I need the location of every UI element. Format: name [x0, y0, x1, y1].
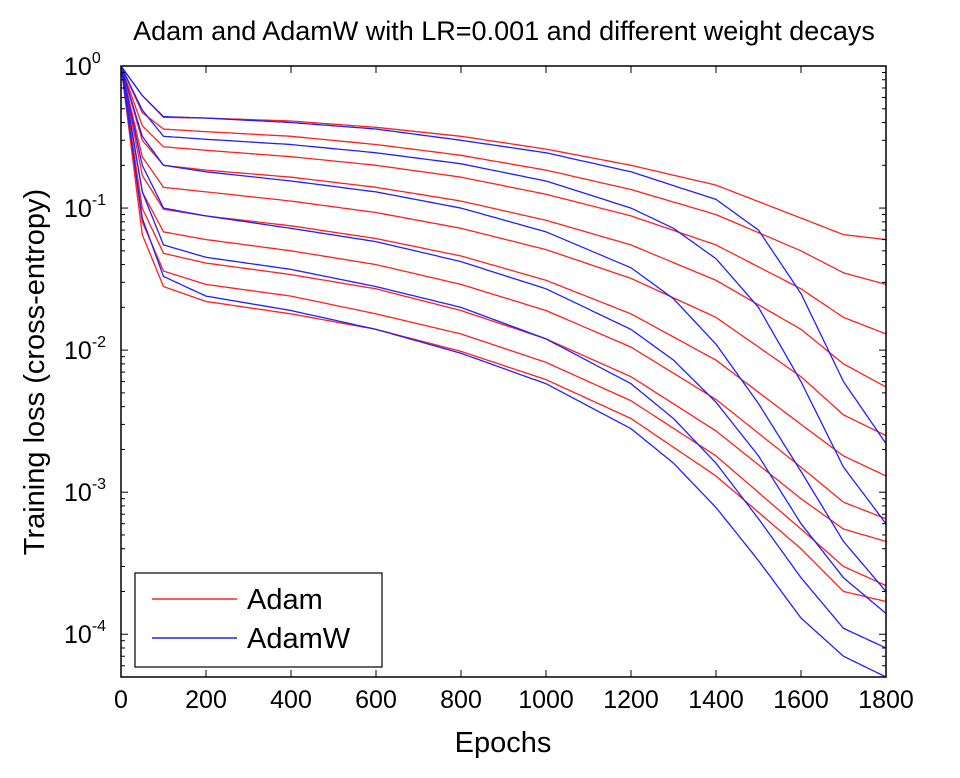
y-axis-title: Training loss (cross-entropy) [19, 189, 51, 555]
chart-title: Adam and AdamW with LR=0.001 and differe… [133, 16, 875, 46]
series-line-adam-1 [120, 65, 887, 286]
x-tick-label: 1200 [603, 686, 659, 714]
y-tick-label: 100 [64, 50, 101, 81]
x-axis-title: Epochs [455, 727, 552, 759]
series-line-adamw-10 [120, 65, 887, 444]
y-tick-label: 10-1 [64, 192, 106, 223]
x-tick-label: 1400 [688, 686, 744, 714]
x-tick-label: 0 [114, 686, 128, 714]
y-tick-label: 10-4 [64, 618, 106, 649]
series-line-adam-0 [120, 65, 887, 241]
series-line-adam-3 [120, 65, 887, 388]
series-line-adamw-14 [120, 65, 887, 649]
series-line-adam-8 [120, 65, 887, 587]
series-line-adamw-12 [120, 65, 887, 592]
series-line-adam-2 [120, 65, 887, 335]
legend-box [134, 572, 383, 668]
legend: Adam AdamW [134, 572, 383, 668]
x-tick-label: 1800 [858, 686, 914, 714]
series-layer [120, 65, 887, 678]
x-tick-label: 200 [185, 686, 227, 714]
legend-label-adamw: AdamW [247, 623, 351, 655]
x-tick-label: 1600 [773, 686, 829, 714]
x-tick-label: 800 [440, 686, 482, 714]
x-tick-label: 400 [270, 686, 312, 714]
legend-label-adam: Adam [247, 584, 323, 616]
series-line-adam-5 [120, 65, 887, 477]
series-line-adamw-15 [120, 65, 887, 678]
series-line-adamw-13 [120, 65, 887, 614]
x-tick-label: 600 [355, 686, 397, 714]
y-tick-label: 10-2 [64, 334, 106, 365]
x-tick-label: 1000 [518, 686, 574, 714]
plot-frame [120, 65, 887, 678]
series-line-adam-6 [120, 65, 887, 520]
series-line-adam-4 [120, 65, 887, 437]
y-tick-label: 10-3 [64, 476, 106, 507]
series-line-adam-7 [120, 65, 887, 543]
series-line-adam-9 [120, 65, 887, 603]
series-line-adamw-11 [120, 65, 887, 525]
